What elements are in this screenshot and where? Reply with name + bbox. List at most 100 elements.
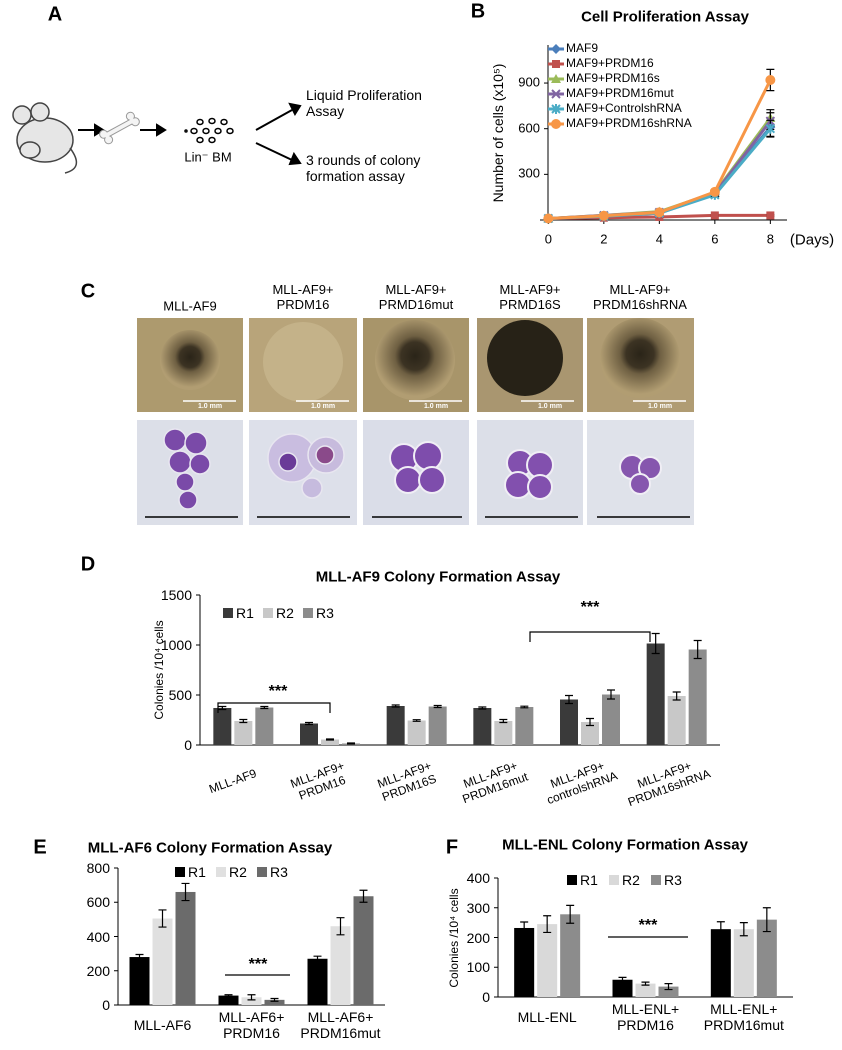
x-axis-label: (Days) [789, 231, 835, 249]
error-bar [239, 718, 248, 724]
error-bar [651, 632, 660, 655]
scale-label: 1.0 mm [197, 402, 223, 410]
marker [765, 123, 776, 134]
error-bar [565, 694, 573, 705]
legend-swatch [303, 608, 313, 618]
mouse [12, 102, 78, 174]
bar [710, 929, 731, 997]
legend-label: MAF9+PRDM16shRNA [566, 116, 692, 131]
error-bar [412, 719, 421, 722]
y-tick-label: 400 [86, 928, 110, 945]
series-line [548, 126, 772, 220]
panel-label: E [33, 836, 47, 859]
panel-label: F [445, 836, 459, 859]
x-tick-label: 4 [655, 231, 663, 247]
y-tick-label: 100 [466, 959, 490, 976]
error-bar [313, 955, 322, 962]
arrows-a [78, 102, 302, 166]
panel-label: C [80, 280, 96, 303]
bar [494, 721, 513, 745]
column-label: MLL-AF9+ PRMD16S [499, 282, 561, 312]
series-line [548, 127, 772, 220]
bar [581, 722, 599, 745]
marker [551, 104, 561, 114]
marker [551, 74, 561, 83]
error-bar [762, 907, 771, 933]
error-bar [543, 915, 552, 934]
legend-label: MAF9 [566, 41, 599, 56]
bar [353, 896, 374, 1005]
bar [175, 891, 196, 1005]
x-tick-label: 8 [766, 231, 774, 247]
column-label: MLL-AF9+ PRDM16 [272, 282, 334, 312]
y-axis-label: Colonies /10⁴ cells [152, 620, 167, 720]
diagram-label: 3 rounds of colony formation assay [306, 151, 421, 184]
error-bar [433, 704, 442, 709]
y-tick-label: 200 [466, 929, 490, 946]
y-tick-label: 200 [86, 962, 110, 979]
error-bar [672, 691, 681, 701]
legend-swatch [263, 608, 273, 618]
legend-label: MAF9+ControlshRNA [566, 101, 682, 116]
bar [756, 919, 777, 997]
error-bar [641, 981, 650, 986]
panel-label: B [470, 0, 486, 23]
error-bar [218, 705, 227, 711]
chart-title: MLL-ENL Colony Formation Assay [502, 836, 748, 854]
x-tick-label: 2 [600, 231, 608, 247]
chart-title: Cell Proliferation Assay [581, 8, 749, 26]
bar [152, 918, 173, 1005]
legend-label: R1 [188, 863, 206, 880]
y-tick-label: 300 [518, 165, 540, 181]
legend-label: R2 [229, 863, 247, 880]
marker [552, 60, 560, 68]
y-tick-label: 900 [518, 74, 540, 90]
error-bar [607, 689, 615, 700]
x-tick-label: MLL-ENL [517, 1008, 577, 1025]
legend-label: MAF9+PRDM16s [566, 71, 660, 86]
error-bar [586, 717, 594, 727]
annotation: *** [268, 682, 288, 700]
error-bar [181, 882, 190, 902]
chart-title: MLL-AF6 Colony Formation Assay [87, 839, 333, 857]
bar [473, 708, 492, 745]
legend-swatch [223, 608, 233, 618]
x-tick-label: MLL-AF6+ PRDM16mut [300, 1008, 381, 1041]
y-tick-label: 300 [466, 899, 490, 916]
bar [218, 995, 239, 1005]
error-bar [260, 705, 269, 710]
column-label: MLL-AF9 [163, 298, 217, 314]
bar [688, 649, 707, 745]
legend-label: R3 [664, 871, 682, 888]
error-bar [158, 909, 167, 928]
legend-swatch [257, 867, 267, 877]
error-bar [347, 742, 355, 745]
bar [407, 720, 426, 745]
y-tick-label: 0 [184, 736, 192, 753]
significance-bracket [217, 702, 331, 713]
panel-label: A [47, 3, 63, 26]
bar [213, 708, 232, 745]
error-bar [499, 718, 508, 724]
bar [321, 739, 339, 745]
error-bar [520, 705, 529, 709]
diagram-label: Liquid Proliferation Assay [306, 86, 422, 119]
y-tick-label: 400 [466, 869, 490, 886]
legend-label: R1 [236, 604, 254, 621]
bar [300, 723, 318, 745]
error-bar [520, 921, 529, 935]
error-bar [391, 704, 400, 708]
bar [612, 979, 633, 997]
error-bar [336, 917, 345, 936]
marker [551, 89, 561, 99]
y-tick-label: 500 [168, 686, 192, 703]
column-label: MLL-AF9+ PRMD16mut [378, 282, 454, 312]
error-bar [739, 922, 748, 937]
error-bar [359, 889, 368, 903]
error-bar [247, 994, 256, 1001]
bar [234, 721, 253, 745]
y-tick-label: 0 [482, 988, 490, 1005]
marker [765, 75, 776, 85]
marker [766, 211, 775, 220]
